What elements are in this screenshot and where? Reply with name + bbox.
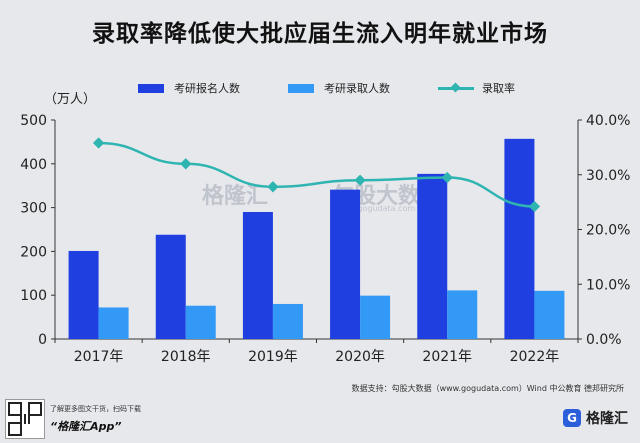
bar-admitted [272,303,303,339]
x-tick-label: 2017年 [74,349,124,365]
rate-point-marker [354,174,366,186]
rate-point-marker [180,158,192,170]
bar-applicants [504,138,535,339]
x-tick-label: 2021年 [422,349,472,365]
y-right-tick-label: 20.0% [586,223,630,239]
legend-label-admitted: 考研录取人数 [324,82,390,95]
bar-applicants [68,250,99,339]
legend-item-rate: 录取率 [438,80,515,96]
bar-applicants [330,189,361,339]
footer: 了解更多图文干货，扫码下载 “格隆汇App” G 格隆汇 [0,396,640,443]
y-left-tick-label: 100 [20,288,47,304]
watermark-brand: 格隆汇 [202,184,269,209]
bar-admitted [534,290,565,339]
data-source: 数据支持：勾股大数据（www.gogudata.com）Wind 中公教育 德邦… [351,384,624,393]
chart-title: 录取率降低使大批应届生流入明年就业市场 [92,21,548,47]
bar-applicants [155,234,186,339]
legend-line-rate [438,82,474,92]
rate-point-marker [267,181,279,193]
line-rate [98,141,535,208]
legend: 考研报名人数 考研录取人数 录取率 [0,80,640,98]
bar-applicants [417,173,448,339]
bar-admitted [360,295,391,339]
legend-swatch-admitted [288,83,314,93]
logo-icon: G [563,409,581,427]
legend-item-admitted: 考研录取人数 [288,80,390,96]
y-left-tick-label: 300 [20,201,47,217]
legend-swatch-applicants [138,83,164,93]
legend-label-rate: 录取率 [482,82,515,95]
legend-item-applicants: 考研报名人数 [138,80,240,96]
x-tick-label: 2022年 [510,349,560,365]
y-axis-unit: （万人） [44,92,97,107]
rate-point-marker [92,137,105,149]
x-tick-label: 2019年 [248,349,298,365]
bar-admitted [98,307,129,339]
y-left-tick-label: 200 [20,244,47,260]
watermark-url: www.gogudata.com [336,204,416,213]
x-tick-label: 2020年 [335,349,385,365]
bar-applicants [242,211,273,339]
rate-point-marker [528,200,541,213]
bar-admitted [185,305,216,339]
qr-code-icon [5,399,45,439]
footer-app-name[interactable]: “格隆汇App” [50,420,122,433]
rate-point-marker [441,171,453,184]
y-right-tick-label: 40.0% [586,113,630,129]
y-left-tick-label: 500 [20,113,47,129]
y-right-tick-label: 10.0% [586,277,630,293]
footer-promo: 了解更多图文干货，扫码下载 [50,405,141,413]
y-left-tick-label: 0 [38,332,47,348]
bar-admitted [447,290,478,339]
x-tick-label: 2018年 [161,349,211,365]
footer-logo-text: 格隆汇 [586,411,628,427]
footer-logo: G 格隆汇 [563,408,628,428]
y-right-tick-label: 30.0% [586,168,630,184]
y-right-tick-label: 0.0% [586,332,622,348]
y-left-tick-label: 400 [20,157,47,173]
legend-label-applicants: 考研报名人数 [174,82,240,95]
